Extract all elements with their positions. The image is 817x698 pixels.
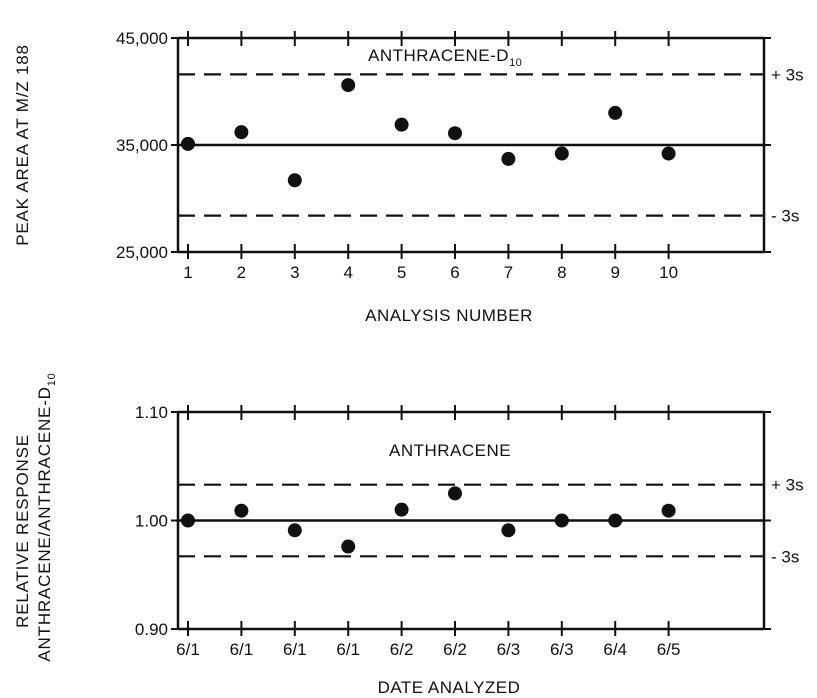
data-point xyxy=(608,513,623,528)
x-tick-label: 1 xyxy=(183,263,192,282)
data-point xyxy=(341,539,356,554)
bottom-x-ticks: 6/1 6/1 6/1 6/1 6/2 6/2 6/3 6/3 6/4 6/5 xyxy=(176,405,680,659)
bottom-x-axis-title: DATE ANALYZED xyxy=(378,678,521,697)
x-tick-label: 7 xyxy=(504,263,513,282)
x-tick-label: 6 xyxy=(450,263,459,282)
data-point xyxy=(448,126,462,141)
x-tick-label: 6/4 xyxy=(603,640,627,659)
peak-area-control-chart: PEAK AREA AT M/Z 188 ANTHRACENE-D10 25,0… xyxy=(13,29,804,325)
top-plot-title-subscript: 10 xyxy=(509,57,522,69)
x-tick-label: 6/2 xyxy=(443,640,467,659)
data-point xyxy=(287,173,302,188)
x-tick-label: 6/2 xyxy=(390,640,414,659)
x-tick-label: 6/5 xyxy=(657,640,681,659)
data-point xyxy=(234,125,249,140)
x-tick-label: 4 xyxy=(343,263,352,282)
relative-response-control-chart: RELATIVE RESPONSE ANTHRACENE/ANTHRACENE-… xyxy=(13,372,804,697)
x-tick-label: 6/1 xyxy=(336,640,360,659)
x-tick-label: 6/1 xyxy=(176,640,200,659)
bottom-y-axis-title-subscript: 10 xyxy=(46,372,58,386)
top-y-ticks: 25,000 35,000 45,000 xyxy=(116,29,771,262)
x-tick-label: 9 xyxy=(610,263,619,282)
top-plot-title: ANTHRACENE-D10 xyxy=(368,46,522,69)
data-point xyxy=(341,78,356,93)
data-point xyxy=(554,146,569,161)
top-lower-limit-label: - 3s xyxy=(771,207,799,226)
x-tick-label: 6/3 xyxy=(497,640,521,659)
data-point xyxy=(181,136,195,151)
bottom-lower-limit-label: - 3s xyxy=(771,547,799,566)
top-data-points xyxy=(181,78,676,188)
x-tick-label: 10 xyxy=(659,263,678,282)
y-tick-label: 1.00 xyxy=(135,512,168,531)
x-tick-label: 3 xyxy=(290,263,299,282)
data-point xyxy=(448,486,462,501)
bottom-data-points xyxy=(181,486,676,554)
x-tick-label: 8 xyxy=(557,263,566,282)
data-point xyxy=(394,502,409,517)
bottom-y-axis-title-line1: RELATIVE RESPONSE xyxy=(13,434,32,628)
top-x-ticks: 1 2 3 4 5 6 7 8 9 10 xyxy=(183,31,678,282)
y-tick-label: 25,000 xyxy=(116,243,168,262)
bottom-upper-limit-label: + 3s xyxy=(771,476,804,495)
top-x-axis-title: ANALYSIS NUMBER xyxy=(365,306,533,325)
data-point xyxy=(181,513,195,528)
y-tick-label: 45,000 xyxy=(116,29,168,48)
x-tick-label: 6/1 xyxy=(230,640,254,659)
x-tick-label: 6/1 xyxy=(283,640,307,659)
data-point xyxy=(501,151,516,166)
top-upper-limit-label: + 3s xyxy=(771,65,804,84)
data-point xyxy=(661,146,676,161)
data-point xyxy=(661,503,676,518)
data-point xyxy=(234,503,249,518)
bottom-plot-title: ANTHRACENE xyxy=(389,441,511,460)
data-point xyxy=(554,513,569,528)
bottom-y-axis-title-line2: ANTHRACENE/ANTHRACENE-D10 xyxy=(35,372,58,661)
data-point xyxy=(394,117,409,132)
data-point xyxy=(287,523,302,538)
data-point xyxy=(608,105,623,120)
data-point xyxy=(501,523,516,538)
y-tick-label: 0.90 xyxy=(135,620,168,639)
bottom-y-axis-title-line2-main: ANTHRACENE/ANTHRACENE-D xyxy=(35,386,54,661)
x-tick-label: 5 xyxy=(397,263,406,282)
x-tick-label: 2 xyxy=(237,263,246,282)
top-plot-title-main: ANTHRACENE-D xyxy=(368,46,509,65)
y-tick-label: 35,000 xyxy=(116,136,168,155)
top-y-axis-title: PEAK AREA AT M/Z 188 xyxy=(13,44,32,246)
y-tick-label: 1.10 xyxy=(135,403,168,422)
x-tick-label: 6/3 xyxy=(550,640,574,659)
